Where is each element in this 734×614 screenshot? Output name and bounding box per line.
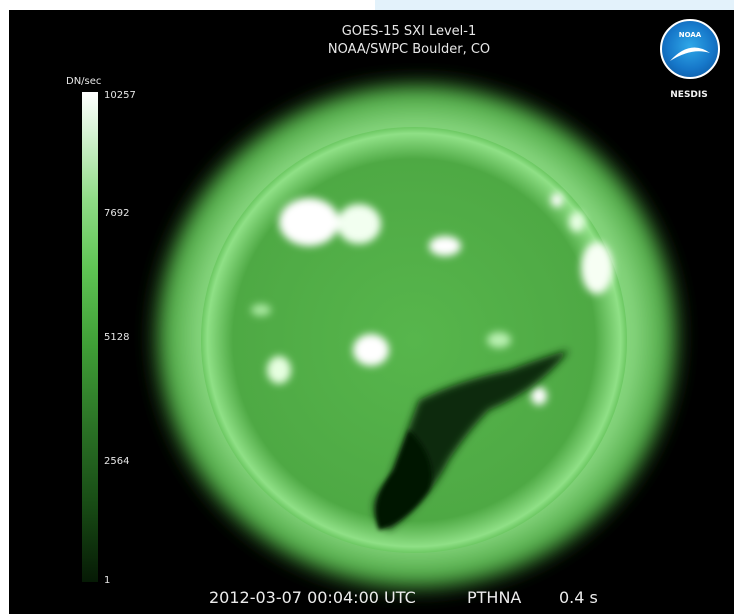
colorbar-tick-label: 5128 [104,332,130,343]
colorbar-tick-label: 2564 [104,456,130,467]
colorbar-tick-label: 1 [104,575,111,586]
title-line-2: NOAA/SWPC Boulder, CO [327,42,491,57]
timestamp: 2012-03-07 00:04:00 UTC [209,588,416,607]
colorbar-tick-label: 10257 [104,90,136,101]
solar-image-frame: GOES-15 SXI Level-1 NOAA/SWPC Boulder, C… [9,10,734,614]
sun-xray-image [144,72,689,600]
seagull-icon [670,47,710,61]
logo-emblem-text: NOAA [678,31,702,39]
coronal-hole-core [376,430,432,530]
colorbar [82,92,98,582]
top-right-background [375,0,734,10]
title-line-1: GOES-15 SXI Level-1 [341,24,477,39]
active-regions [251,193,613,405]
exposure-time: 0.4 s [559,588,598,607]
colorbar-tick-label: 7692 [104,208,130,219]
noaa-logo-icon: NOAA [660,19,720,79]
nesdis-label: NESDIS [670,90,708,100]
colorbar-unit: DN/sec [66,76,102,87]
filter-name: PTHNA [467,588,522,607]
